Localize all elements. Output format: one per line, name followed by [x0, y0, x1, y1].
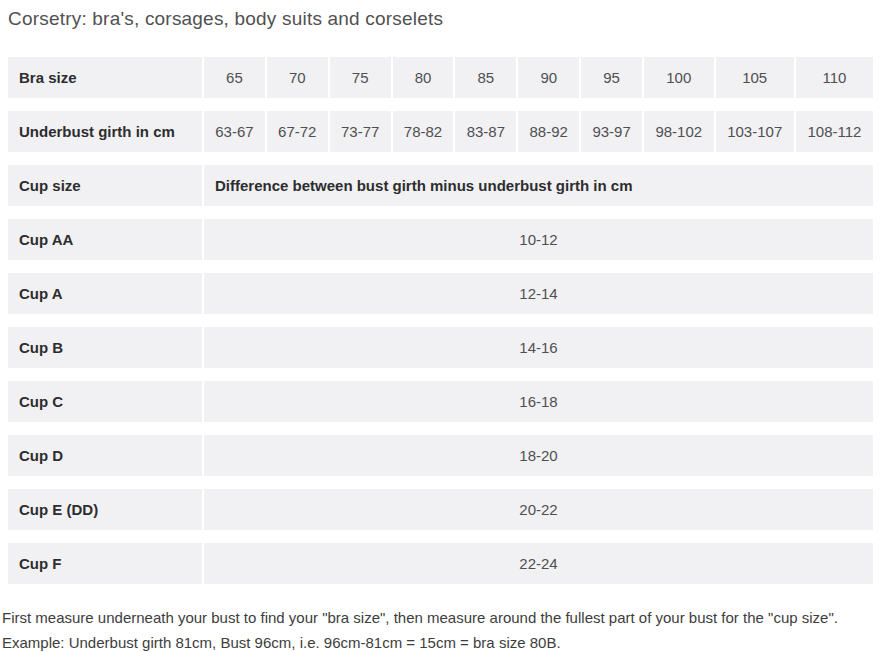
underbust-value: 103-107 — [716, 111, 794, 152]
cup-size-description: Difference between bust girth minus unde… — [204, 165, 873, 206]
underbust-value: 98-102 — [644, 111, 714, 152]
underbust-value: 108-112 — [796, 111, 873, 152]
bra-size-table: Bra size 65 70 75 80 85 90 95 100 105 11… — [6, 44, 875, 597]
underbust-value: 67-72 — [267, 111, 328, 152]
bra-size-value: 65 — [204, 57, 265, 98]
cup-diff-value: 16-18 — [204, 381, 873, 422]
row-label-cup-f: Cup F — [8, 543, 202, 584]
cup-diff-value: 18-20 — [204, 435, 873, 476]
cup-diff-value: 20-22 — [204, 489, 873, 530]
cup-row: Cup AA 10-12 — [8, 219, 873, 260]
cup-size-header-row: Cup size Difference between bust girth m… — [8, 165, 873, 206]
bra-size-row: Bra size 65 70 75 80 85 90 95 100 105 11… — [8, 57, 873, 98]
bra-size-value: 80 — [393, 57, 454, 98]
cup-row: Cup E (DD) 20-22 — [8, 489, 873, 530]
bra-size-value: 100 — [644, 57, 714, 98]
underbust-value: 63-67 — [204, 111, 265, 152]
cup-row: Cup C 16-18 — [8, 381, 873, 422]
underbust-value: 78-82 — [393, 111, 454, 152]
bra-size-value: 75 — [330, 57, 391, 98]
underbust-girth-row: Underbust girth in cm 63-67 67-72 73-77 … — [8, 111, 873, 152]
row-label-bra-size: Bra size — [8, 57, 202, 98]
row-label-cup-aa: Cup AA — [8, 219, 202, 260]
row-label-cup-size: Cup size — [8, 165, 202, 206]
bra-size-value: 105 — [716, 57, 794, 98]
underbust-value: 88-92 — [518, 111, 579, 152]
underbust-value: 73-77 — [330, 111, 391, 152]
row-label-cup-c: Cup C — [8, 381, 202, 422]
cup-diff-value: 14-16 — [204, 327, 873, 368]
bra-size-value: 85 — [455, 57, 516, 98]
row-label-cup-a: Cup A — [8, 273, 202, 314]
cup-row: Cup D 18-20 — [8, 435, 873, 476]
cup-diff-value: 12-14 — [204, 273, 873, 314]
row-label-cup-b: Cup B — [8, 327, 202, 368]
cup-row: Cup A 12-14 — [8, 273, 873, 314]
row-label-cup-e-dd: Cup E (DD) — [8, 489, 202, 530]
cup-diff-value: 10-12 — [204, 219, 873, 260]
page: Corsetry: bra's, corsages, body suits an… — [0, 7, 881, 652]
cup-row: Cup B 14-16 — [8, 327, 873, 368]
footer-note: First measure underneath your bust to fi… — [2, 605, 879, 652]
bra-size-value: 110 — [796, 57, 873, 98]
bra-size-value: 95 — [581, 57, 642, 98]
page-title: Corsetry: bra's, corsages, body suits an… — [8, 7, 873, 31]
underbust-value: 93-97 — [581, 111, 642, 152]
cup-row: Cup F 22-24 — [8, 543, 873, 584]
bra-size-value: 90 — [518, 57, 579, 98]
underbust-value: 83-87 — [455, 111, 516, 152]
bra-size-value: 70 — [267, 57, 328, 98]
row-label-underbust: Underbust girth in cm — [8, 111, 202, 152]
row-label-cup-d: Cup D — [8, 435, 202, 476]
cup-diff-value: 22-24 — [204, 543, 873, 584]
